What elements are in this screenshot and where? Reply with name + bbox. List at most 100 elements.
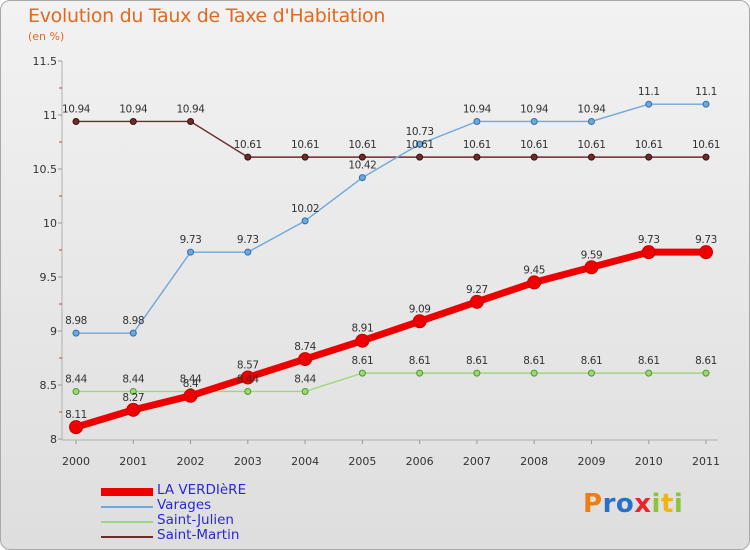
logo-letter: P	[583, 489, 603, 519]
data-point-varages	[244, 248, 252, 256]
data-label-saint-julien: 8.61	[581, 355, 603, 367]
data-label-varages: 11.1	[638, 86, 660, 98]
legend-swatch-saint-martin	[101, 536, 153, 538]
data-point-saint-julien	[702, 369, 710, 377]
data-label-la-verdiere: 8.57	[237, 359, 259, 371]
legend-item-saint-martin: Saint-Martin	[101, 527, 401, 546]
data-label-saint-julien: 8.61	[523, 355, 545, 367]
data-label-saint-julien: 8.61	[638, 355, 660, 367]
data-point-saint-martin	[129, 117, 137, 125]
data-label-la-verdiere: 9.09	[409, 303, 431, 315]
data-label-la-verdiere: 9.73	[638, 234, 660, 246]
data-point-la-verdiere	[412, 314, 427, 329]
legend-swatch-saint-julien	[101, 521, 153, 523]
data-label-la-verdiere: 8.91	[351, 323, 373, 335]
data-point-saint-martin	[702, 153, 710, 161]
data-point-saint-julien	[301, 387, 309, 395]
data-label-varages: 10.73	[406, 126, 434, 138]
data-point-saint-julien	[587, 369, 595, 377]
data-point-saint-julien	[72, 387, 80, 395]
series-line-la-verdiere	[72, 248, 710, 431]
data-label-varages: 10.94	[463, 103, 492, 115]
data-label-saint-julien: 8.44	[122, 373, 144, 385]
data-point-varages	[129, 329, 137, 337]
legend-item-varages: Varages	[101, 497, 401, 516]
data-point-saint-martin	[416, 153, 424, 161]
data-point-saint-martin	[473, 153, 481, 161]
y-tick-label: 10	[43, 217, 57, 230]
y-tick-label: 11.5	[33, 55, 58, 68]
x-tick-label: 2008	[520, 455, 548, 468]
data-point-la-verdiere	[469, 294, 484, 309]
data-point-varages	[187, 248, 195, 256]
y-tick-label: 9.5	[40, 271, 58, 284]
data-point-la-verdiere	[699, 245, 713, 260]
data-point-la-verdiere	[240, 370, 255, 385]
data-label-varages: 10.94	[520, 103, 549, 115]
data-label-varages: 10.42	[348, 160, 376, 172]
legend-label-saint-martin: Saint-Martin	[157, 527, 240, 543]
y-tick-label: 10.5	[33, 163, 58, 176]
legend-item-saint-julien: Saint-Julien	[101, 512, 401, 531]
chart-unit: (en %)	[28, 30, 65, 43]
data-label-saint-martin: 10.94	[177, 103, 206, 115]
data-point-varages	[416, 140, 424, 148]
chart-title: Evolution du Taux de Taxe d'Habitation	[28, 5, 386, 27]
logo-letter: x	[634, 489, 652, 519]
y-tick-label: 8	[50, 433, 57, 446]
data-point-saint-julien	[129, 387, 137, 395]
x-tick-label: 2006	[406, 455, 434, 468]
x-tick-label: 2010	[635, 455, 663, 468]
data-point-saint-martin	[358, 153, 366, 161]
x-tick-label: 2005	[348, 455, 376, 468]
data-point-la-verdiere	[298, 352, 313, 367]
y-tick-label: 11	[43, 109, 57, 122]
data-label-saint-martin: 10.61	[406, 139, 434, 151]
proxiti-logo[interactable]: Proxiti	[583, 489, 683, 519]
series-line-saint-martin	[75, 120, 707, 158]
data-point-saint-julien	[416, 369, 424, 377]
data-point-saint-martin	[587, 153, 595, 161]
data-label-la-verdiere: 9.59	[581, 249, 603, 261]
legend-swatch-varages	[101, 506, 153, 508]
logo-letter: o	[615, 489, 635, 519]
x-tick-label: 2003	[234, 455, 262, 468]
x-tick-label: 2000	[62, 455, 90, 468]
data-label-varages: 10.94	[577, 103, 606, 115]
data-label-la-verdiere: 9.27	[466, 284, 488, 296]
data-label-saint-martin: 10.61	[520, 139, 548, 151]
y-tick-label: 9	[50, 325, 57, 338]
data-label-saint-martin: 10.94	[119, 103, 148, 115]
logo-letter: t	[660, 489, 674, 519]
data-label-saint-martin: 10.61	[291, 139, 319, 151]
data-point-varages	[358, 174, 366, 182]
data-label-saint-julien: 8.61	[351, 355, 373, 367]
legend-item-la-verdiere: LA VERDIèRE	[101, 482, 401, 501]
data-point-saint-martin	[72, 117, 80, 125]
data-label-la-verdiere: 9.73	[695, 234, 717, 246]
data-label-saint-julien: 8.61	[409, 355, 431, 367]
data-label-la-verdiere: 8.74	[294, 341, 316, 353]
data-point-saint-martin	[244, 153, 252, 161]
data-label-varages: 8.98	[65, 315, 87, 327]
legend-label-la-verdiere: LA VERDIèRE	[157, 482, 247, 498]
legend-label-saint-julien: Saint-Julien	[157, 512, 234, 528]
data-point-saint-julien	[530, 369, 538, 377]
data-label-varages: 9.73	[180, 234, 202, 246]
data-point-saint-julien	[244, 387, 252, 395]
x-tick-label: 2002	[177, 455, 205, 468]
data-label-saint-julien: 8.61	[466, 355, 488, 367]
logo-letter: i	[673, 489, 684, 519]
x-tick-label: 2007	[463, 455, 491, 468]
data-point-varages	[301, 217, 309, 225]
data-point-la-verdiere	[126, 402, 141, 417]
data-label-varages: 10.02	[291, 203, 319, 215]
data-label-saint-martin: 10.61	[692, 139, 720, 151]
data-point-varages	[587, 117, 595, 125]
data-point-saint-julien	[358, 369, 366, 377]
data-label-saint-julien: 8.44	[65, 373, 87, 385]
data-point-saint-martin	[645, 153, 653, 161]
data-point-la-verdiere	[183, 388, 198, 403]
data-label-saint-martin: 10.61	[635, 139, 663, 151]
